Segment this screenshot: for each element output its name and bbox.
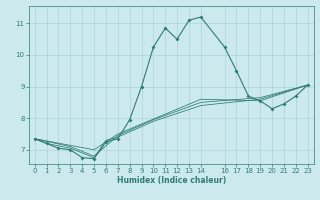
X-axis label: Humidex (Indice chaleur): Humidex (Indice chaleur) bbox=[116, 176, 226, 185]
